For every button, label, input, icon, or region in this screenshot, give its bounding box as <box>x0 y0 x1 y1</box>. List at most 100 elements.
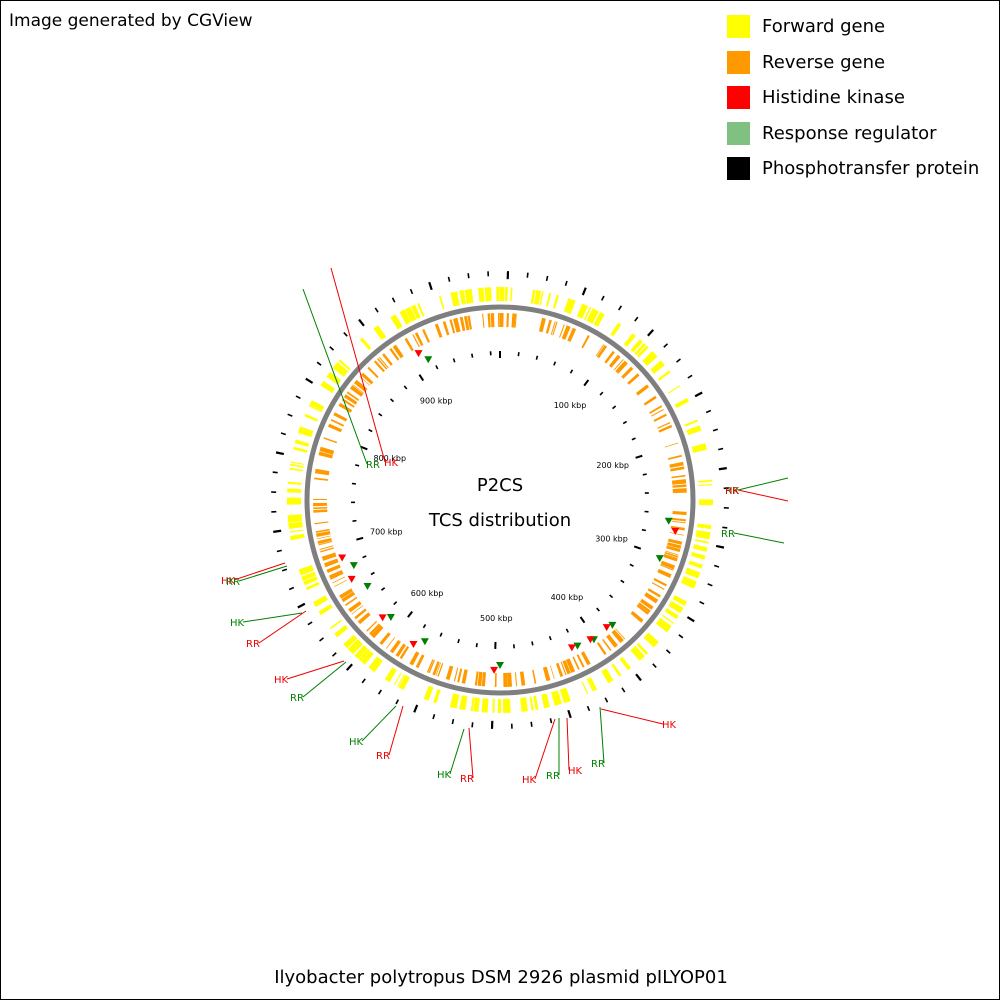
forward-gene-block <box>294 439 310 447</box>
ruler-minor-tick <box>439 632 443 637</box>
forward-gene-block <box>691 443 707 453</box>
plasmid-backbone <box>304 304 696 696</box>
ruler-minor-tick <box>435 365 439 370</box>
legend-item-phosphotransfer-protein: Phosphotransfer protein <box>727 151 979 187</box>
forward-gene-track <box>287 287 713 713</box>
reverse-gene-block <box>669 532 684 536</box>
outer-tick-mark <box>686 616 695 623</box>
reverse-gene-block <box>667 538 683 545</box>
callout-leader-line <box>242 612 303 623</box>
reverse-gene-block <box>615 628 626 640</box>
reverse-gene-block <box>319 446 335 455</box>
forward-gene-block <box>695 530 711 540</box>
reverse-gene-block <box>671 520 686 524</box>
reverse-gene-block <box>664 551 679 558</box>
forward-gene-block <box>502 698 511 713</box>
outer-tick-mark <box>413 704 419 713</box>
outer-tick-mark <box>567 709 572 719</box>
outer-tick-mark <box>361 678 366 684</box>
reverse-gene-block <box>555 662 564 677</box>
reverse-gene-block <box>453 667 459 682</box>
callout-leader-line <box>388 705 404 756</box>
reverse-gene-block <box>651 408 664 417</box>
forward-gene-block <box>586 308 599 324</box>
reverse-gene-block <box>549 665 555 680</box>
reverse-gene-block <box>670 466 685 472</box>
reverse-gene-block <box>313 498 328 501</box>
outer-tick-mark <box>273 529 282 533</box>
outer-tick-mark <box>722 526 728 529</box>
reverse-gene-block <box>653 578 667 587</box>
feature-label-rr: RR <box>246 639 260 650</box>
ruler-label: 300 kbp <box>595 535 628 544</box>
forward-gene-block <box>588 677 598 691</box>
reverse-gene-block <box>672 510 687 516</box>
forward-gene-block <box>478 287 485 303</box>
reverse-gene-block <box>395 643 407 657</box>
forward-gene-block <box>559 687 571 704</box>
ruler-minor-tick <box>403 385 408 390</box>
forward-gene-block <box>694 539 709 544</box>
legend-item-reverse-gene: Reverse gene <box>727 45 979 81</box>
ruler-major-tick <box>356 536 364 541</box>
reverse-gene-block <box>487 313 491 328</box>
reverse-gene-track <box>313 313 687 687</box>
reverse-gene-block <box>665 550 679 556</box>
outer-tick-mark <box>275 451 285 456</box>
forward-gene-block <box>698 483 713 487</box>
forward-gene-block <box>361 650 374 665</box>
forward-gene-block <box>636 345 649 358</box>
outer-tick-mark <box>471 722 474 728</box>
response-regulator-marker <box>420 638 429 646</box>
reverse-gene-block <box>627 373 640 385</box>
feature-label-hk: HK <box>662 720 677 731</box>
outer-tick-mark <box>451 718 455 725</box>
outer-tick-mark <box>287 413 293 417</box>
reverse-gene-block <box>352 384 365 394</box>
forward-gene-block <box>470 697 475 712</box>
outer-tick-mark <box>564 280 568 287</box>
forward-gene-block <box>423 685 434 701</box>
ruler-minor-tick <box>565 628 569 633</box>
reverse-gene-block <box>330 418 345 427</box>
reverse-gene-block <box>671 517 686 522</box>
reverse-gene-block <box>404 337 414 352</box>
outer-tick-mark <box>647 329 655 337</box>
legend-label: Phosphotransfer protein <box>762 158 980 180</box>
reverse-gene-block <box>552 321 558 336</box>
reverse-gene-block <box>506 313 510 328</box>
outer-tick-mark <box>635 673 642 682</box>
ruler-major-tick <box>633 545 642 550</box>
outer-tick-mark <box>586 705 591 712</box>
forward-gene-block <box>684 419 699 427</box>
forward-gene-block <box>650 360 665 374</box>
outer-tick-mark <box>281 568 288 572</box>
reverse-gene-block <box>314 477 329 481</box>
forward-gene-block <box>398 675 410 690</box>
feature-label-hk: HK <box>725 486 740 497</box>
forward-gene-block <box>539 291 544 306</box>
ruler-major-tick <box>360 445 368 451</box>
forward-gene-block <box>664 608 679 620</box>
reverse-gene-block <box>514 313 517 328</box>
reverse-gene-block <box>481 672 487 687</box>
reverse-gene-block <box>435 662 442 676</box>
ruler-major-tick <box>579 616 586 624</box>
response-regulator-marker <box>655 555 664 563</box>
forward-gene-block <box>473 697 480 712</box>
outer-tick-mark <box>600 295 605 301</box>
callout-leader-line <box>449 728 465 775</box>
center-title-line-2: TCS distribution <box>428 510 571 531</box>
reverse-gene-block <box>389 347 400 361</box>
reverse-gene-block <box>602 638 612 652</box>
reverse-gene-block <box>651 582 665 590</box>
forward-gene-block <box>697 523 712 530</box>
forward-gene-block <box>289 529 304 533</box>
ruler-minor-tick <box>368 428 373 433</box>
reverse-gene-block <box>318 541 333 546</box>
forward-gene-block <box>338 359 351 371</box>
outer-tick-mark <box>705 409 712 414</box>
outer-tick-mark <box>652 663 657 669</box>
ruler-minor-tick <box>569 369 574 374</box>
reverse-gene-block <box>630 610 644 623</box>
